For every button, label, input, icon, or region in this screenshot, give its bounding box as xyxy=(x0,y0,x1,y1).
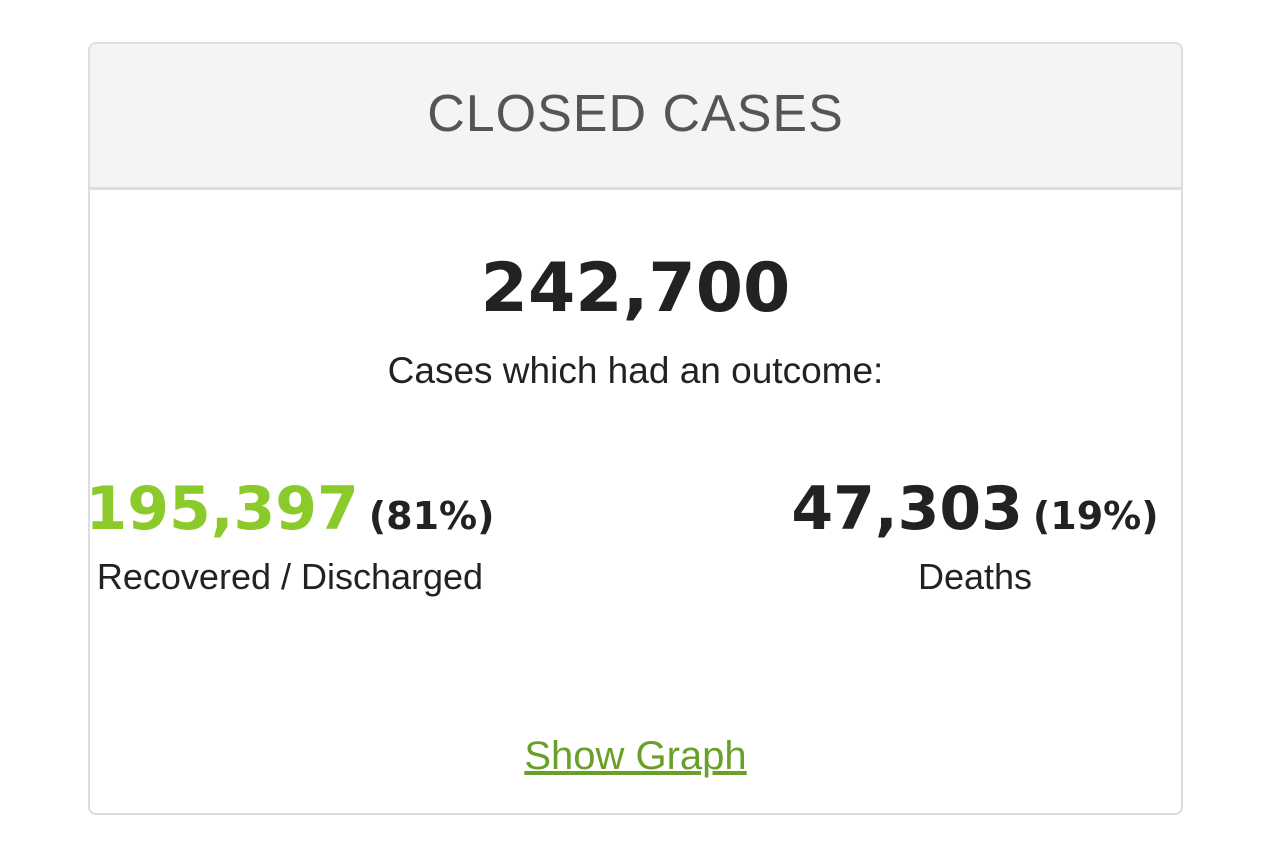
deaths-label: Deaths xyxy=(917,556,1033,597)
recovered-line: 195,397 (81%) xyxy=(88,474,550,544)
card-header: CLOSED CASES xyxy=(90,44,1181,190)
recovered-block: 195,397 (81%) Recovered / Discharged xyxy=(88,474,550,598)
recovered-label: Recovered / Discharged xyxy=(96,556,484,597)
card-title: CLOSED CASES xyxy=(427,85,844,143)
recovered-value: 195,397 xyxy=(88,474,359,544)
total-value: 242,700 xyxy=(480,249,791,328)
show-graph-link[interactable]: Show Graph xyxy=(524,734,747,778)
deaths-block: 47,303 (19%) Deaths xyxy=(715,474,1181,598)
recovered-percent: (81%) xyxy=(368,494,495,538)
deaths-percent: (19%) xyxy=(1032,494,1159,538)
deaths-line: 47,303 (19%) xyxy=(715,474,1181,544)
closed-cases-card: CLOSED CASES 242,700 Cases which had an … xyxy=(88,42,1183,815)
total-label: Cases which had an outcome: xyxy=(387,350,884,391)
deaths-value: 47,303 xyxy=(791,474,1023,544)
